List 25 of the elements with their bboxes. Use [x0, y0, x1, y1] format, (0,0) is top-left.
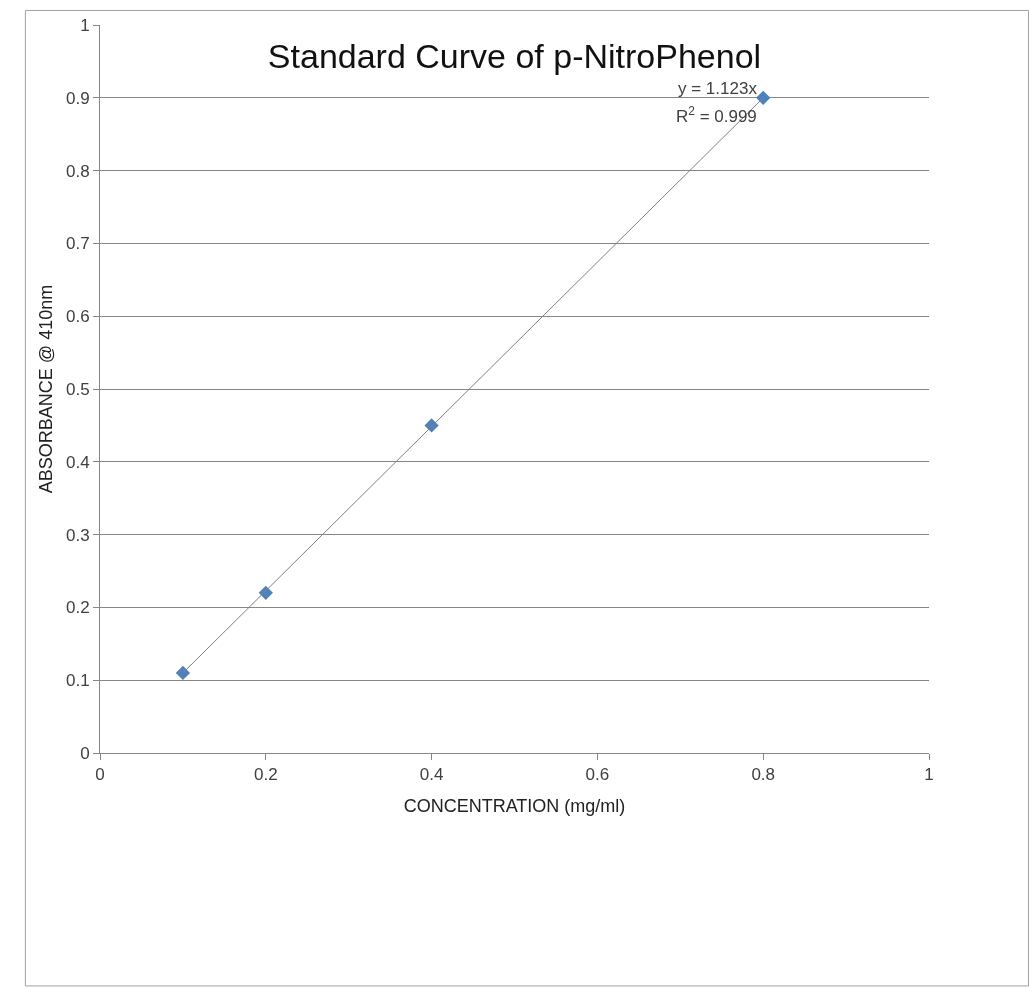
- y-tick-label: 0.2: [65, 598, 90, 618]
- y-tick-label: 0.8: [65, 161, 90, 181]
- point: [424, 418, 439, 433]
- x-tick-label: 1: [924, 765, 934, 785]
- y-tick-label: 0.1: [65, 671, 90, 691]
- y-tick-label: 0.4: [65, 452, 90, 472]
- y-tick-label: 0.9: [65, 88, 90, 108]
- y-tick-label: 0.7: [65, 234, 90, 254]
- y-tick-label: 0.3: [65, 525, 90, 545]
- chart-title: Standard Curve of p-NitroPhenol: [267, 37, 762, 76]
- annotation: R$^{2}$ = 0.999: [676, 104, 757, 127]
- x-axis-title: CONCENTRATION (mg/ml): [403, 795, 626, 816]
- x-tick-label: 0: [95, 765, 105, 785]
- point: [175, 665, 191, 681]
- y-tick-label: 0: [80, 743, 90, 763]
- x-tick-label: 0.2: [253, 765, 278, 785]
- y-tick-label: 1: [80, 15, 90, 35]
- annotation: y = 1.123x: [678, 79, 758, 98]
- y-tick-label: 0.6: [65, 307, 90, 327]
- point: [756, 90, 771, 105]
- y-axis-title: ABSORBANCE @ 410nm: [36, 284, 57, 494]
- x-tick-label: 0.6: [585, 765, 610, 785]
- y-tick-label: 0.5: [65, 379, 90, 399]
- x-tick-label: 0.8: [751, 765, 776, 785]
- x-tick-label: 0.4: [419, 765, 444, 785]
